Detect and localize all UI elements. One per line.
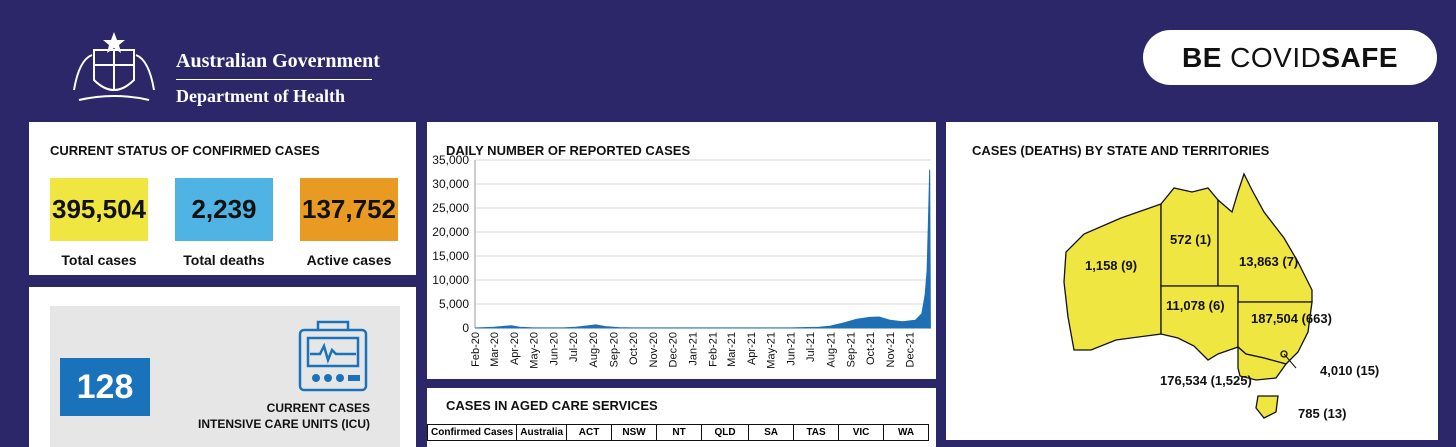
y-tick-label: 10,000 <box>432 273 469 287</box>
act-leader-line <box>1283 353 1297 369</box>
total-cases-label: Total cases <box>61 252 137 268</box>
aged-col-header: ACT <box>566 424 613 441</box>
x-tick-label: Nov-21 <box>885 332 897 367</box>
x-tick-label: Apr-20 <box>509 332 521 365</box>
x-tick-label: Sep-20 <box>608 332 620 367</box>
total-deaths-box: 2,239 <box>175 178 273 241</box>
x-tick-label: Sep-21 <box>845 332 857 367</box>
x-tick-label: Jul-20 <box>568 332 580 362</box>
aged-col-header: TAS <box>793 424 840 441</box>
aged-col-header: VIC <box>838 424 885 441</box>
active-cases-label: Active cases <box>306 252 392 268</box>
total-cases-box: 395,504 <box>50 178 148 241</box>
x-tick-label: Feb-20 <box>470 332 482 367</box>
status-panel: CURRENT STATUS OF CONFIRMED CASES 395,50… <box>29 122 416 275</box>
map-label-act: 4,010 (15) <box>1320 363 1380 378</box>
y-tick-label: 0 <box>462 321 469 335</box>
map-wa <box>1063 203 1162 351</box>
map-tas <box>1255 395 1279 419</box>
badge-text-safe: SAFE <box>1321 41 1399 73</box>
y-tick-label: 20,000 <box>432 225 469 239</box>
x-tick-label: Apr-21 <box>746 332 758 365</box>
x-tick-label: Jul-21 <box>805 332 817 362</box>
y-tick-label: 5,000 <box>439 297 469 311</box>
daily-cases-chart: 0 5,000 10,000 15,000 20,000 25,000 30,000 35,0… <box>432 153 931 369</box>
aged-care-table: Confirmed Cases Australia ACT NSW NT QLD… <box>426 424 930 441</box>
map-qld <box>1217 172 1313 303</box>
aged-col-header: Confirmed Cases <box>426 424 518 441</box>
australia-map <box>1063 172 1313 419</box>
aged-care-header-row: Confirmed Cases Australia ACT NSW NT QLD… <box>426 424 930 441</box>
y-tick-label: 30,000 <box>432 177 469 191</box>
map-label-qld: 13,863 (7) <box>1239 254 1299 269</box>
map-label-sa: 11,078 (6) <box>1166 298 1225 313</box>
daily-cases-area <box>474 169 931 329</box>
badge-text-be: BE <box>1181 41 1222 73</box>
x-tick-label: Jan-21 <box>688 332 700 366</box>
aged-col-header: NSW <box>611 424 658 441</box>
x-tick-label: Jun-21 <box>786 332 798 366</box>
government-title: Australian Government <box>176 50 380 72</box>
x-tick-label: Nov-20 <box>648 332 660 367</box>
aged-col-header: Australia <box>516 424 568 441</box>
x-tick-label: Mar-20 <box>489 332 501 367</box>
x-tick-label: Dec-21 <box>905 332 917 367</box>
y-tick-label: 15,000 <box>432 249 469 263</box>
department-title: Department of Health <box>176 86 345 106</box>
be-covidsafe-badge: BE COVID SAFE <box>1143 30 1437 85</box>
aged-col-header: QLD <box>701 424 750 441</box>
header-divider <box>176 79 372 80</box>
map-label-nsw: 187,504 (663) <box>1251 311 1332 326</box>
x-tick-label: Mar-21 <box>726 332 738 367</box>
x-tick-label: Aug-21 <box>825 332 837 367</box>
icu-label-line1: CURRENT CASES <box>266 401 370 415</box>
map-title: CASES (DEATHS) BY STATE AND TERRITORIES <box>972 143 1270 158</box>
map-vic <box>1237 345 1288 381</box>
active-cases-box: 137,752 <box>300 178 398 241</box>
daily-cases-title: DAILY NUMBER OF REPORTED CASES <box>446 143 691 158</box>
aged-col-header: SA <box>748 424 795 441</box>
map-label-tas: 785 (13) <box>1298 406 1347 421</box>
map-label-wa: 1,158 (9) <box>1085 258 1138 273</box>
x-tick-label: Oct-20 <box>628 332 640 365</box>
map-label-nt: 572 (1) <box>1170 232 1212 247</box>
y-tick-label: 35,000 <box>432 153 469 167</box>
badge-text-covid: COVID <box>1230 41 1322 73</box>
x-tick-label: May-20 <box>528 332 540 369</box>
total-deaths-label: Total deaths <box>183 252 265 268</box>
x-tick-label: Jun-20 <box>549 332 561 366</box>
aged-col-header: WA <box>883 424 930 441</box>
daily-cases-panel <box>427 122 936 379</box>
x-tick-label: Aug-20 <box>588 332 600 367</box>
x-tick-label: Feb-21 <box>708 332 720 367</box>
icu-label-line2: INTENSIVE CARE UNITS (ICU) <box>197 417 370 431</box>
coat-of-arms-logo <box>73 32 155 101</box>
y-tick-label: 25,000 <box>432 201 469 215</box>
icu-count-box: 128 <box>60 358 150 416</box>
x-tick-label: May-21 <box>766 332 778 369</box>
aged-care-title: CASES IN AGED CARE SERVICES <box>446 398 658 413</box>
map-label-vic: 176,534 (1,525) <box>1160 373 1252 388</box>
x-tick-label: Oct-21 <box>865 332 877 365</box>
x-tick-label: Dec-20 <box>667 332 679 367</box>
heart-monitor-icon <box>298 320 368 392</box>
aged-col-header: NT <box>656 424 703 441</box>
status-panel-title: CURRENT STATUS OF CONFIRMED CASES <box>50 143 320 158</box>
